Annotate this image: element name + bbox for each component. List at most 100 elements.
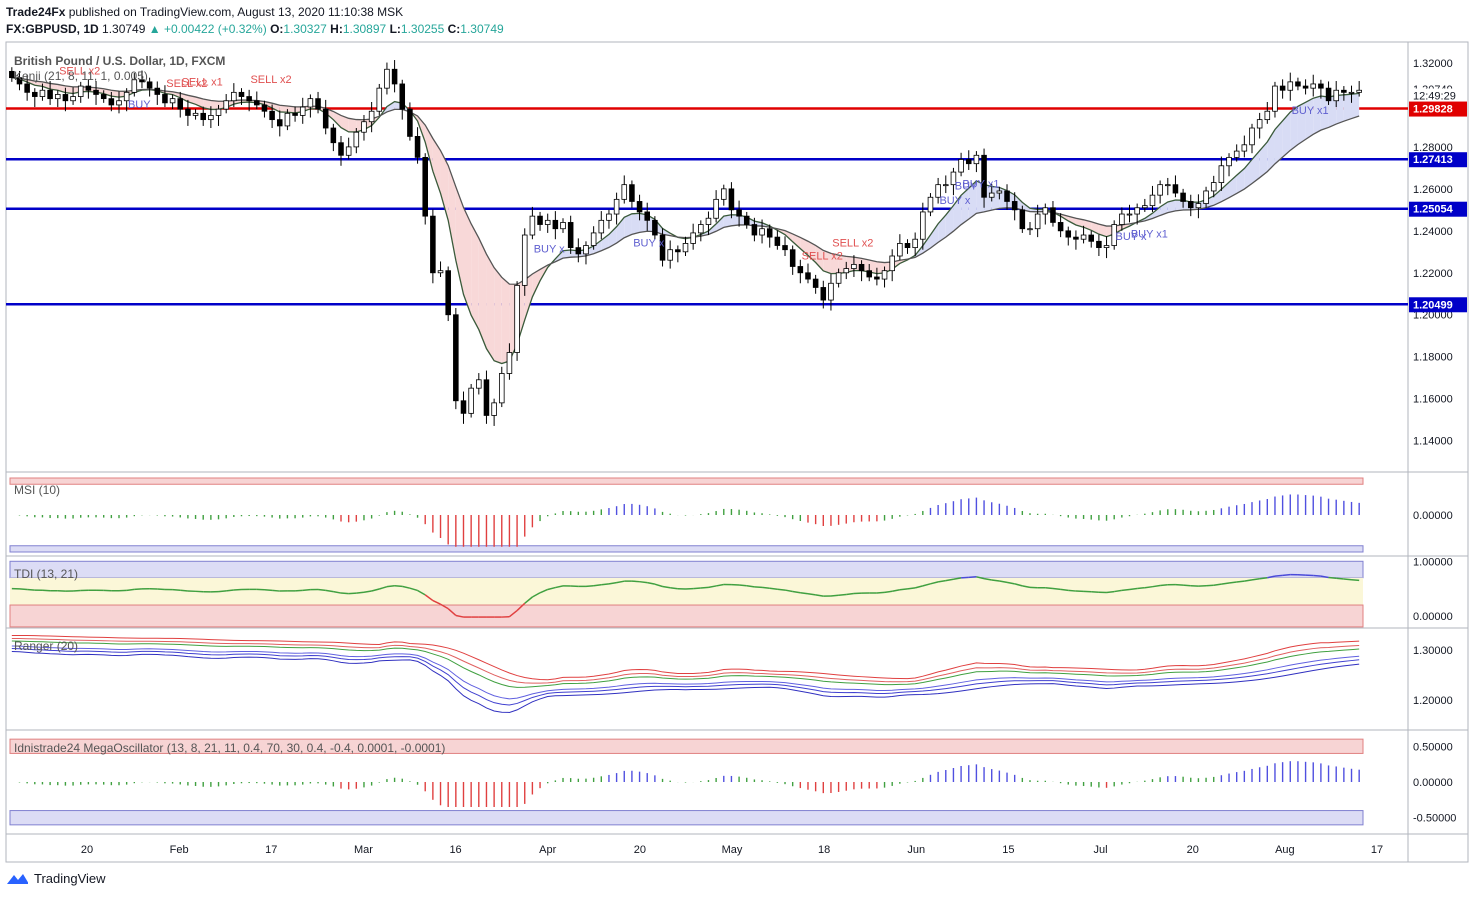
candle-body <box>1142 205 1148 209</box>
candle-body <box>169 98 176 104</box>
candle-body <box>682 243 689 253</box>
candle-body <box>139 79 145 83</box>
kenji-cloud-segment <box>869 260 877 274</box>
candle-body <box>950 171 957 186</box>
tdi-line-segment <box>876 591 885 594</box>
candle-body <box>1356 89 1362 93</box>
candle-body <box>384 68 390 89</box>
candle-body <box>284 112 291 127</box>
kenji-cloud-segment <box>1282 112 1291 158</box>
candle-body <box>108 98 115 106</box>
tdi-line-segment <box>769 587 778 590</box>
tdi-line-segment <box>1144 585 1153 589</box>
candle-body <box>345 146 352 156</box>
candle-body <box>453 314 459 402</box>
tdi-line-segment <box>754 586 763 589</box>
candle-body <box>606 213 612 221</box>
candle-body <box>422 156 428 217</box>
candle-body <box>315 98 321 110</box>
candle-body <box>1287 81 1294 91</box>
kenji-cloud-segment <box>103 88 112 97</box>
kenji-cloud-segment <box>203 99 211 110</box>
candle-body <box>1050 207 1056 223</box>
kenji-cloud-segment <box>593 240 602 254</box>
candle-body <box>1218 165 1225 183</box>
tdi-line-segment <box>1091 591 1099 594</box>
tdi-line-segment <box>784 589 793 593</box>
tdi-line-segment <box>914 585 924 589</box>
kenji-cloud-segment <box>1320 95 1329 131</box>
candle-body <box>1256 119 1263 129</box>
candle-body <box>736 209 742 217</box>
published-text: published on TradingView.com, August 13,… <box>68 5 404 19</box>
candle-body <box>330 127 337 144</box>
tdi-upper-zone <box>9 560 1364 579</box>
publisher-name[interactable]: Trade24Fx <box>6 5 66 19</box>
kenji-cloud-segment <box>1213 189 1222 206</box>
candle-body <box>1310 83 1317 89</box>
candle-body <box>996 190 1003 194</box>
tdi-line-segment <box>761 586 770 589</box>
signal-label: SELL x2 <box>166 78 207 90</box>
candle-body <box>292 112 298 116</box>
candle-body <box>1034 213 1041 230</box>
price-tick-label: 1.16000 <box>1413 394 1453 406</box>
tdi-line-segment <box>846 592 855 596</box>
tdi-line-segment <box>547 586 556 591</box>
candle-body <box>1318 83 1324 89</box>
candle-body <box>820 287 827 301</box>
kenji-cloud-segment <box>448 165 456 261</box>
candle-body <box>759 228 765 236</box>
candle-body <box>797 266 804 274</box>
kenji-cloud-segment <box>1305 98 1314 140</box>
candle-body <box>430 215 436 274</box>
msi-oversold-zone <box>9 545 1364 553</box>
signal-label: BUY x1 <box>1131 229 1168 241</box>
candle-body <box>621 184 628 200</box>
kenji-cloud-segment <box>1328 95 1337 128</box>
tdi-line-segment <box>1114 589 1122 593</box>
kenji-cloud-segment <box>1221 182 1230 202</box>
candle-body <box>1180 192 1186 202</box>
signal-label: SELL x2 <box>250 74 291 86</box>
candle-body <box>858 263 865 272</box>
tdi-line-segment <box>884 590 893 594</box>
time-tick-label: Jul <box>1094 844 1108 856</box>
tdi-line-segment <box>371 588 380 592</box>
symbol-label[interactable]: FX:GBPUSD, 1D <box>6 22 99 36</box>
ranger-band-line <box>11 640 1360 688</box>
candle-body <box>874 276 880 280</box>
candle-body <box>146 81 153 89</box>
tdi-line-segment <box>455 614 464 618</box>
ranger-band-line <box>11 635 1360 681</box>
candle-body <box>743 215 750 225</box>
kenji-cloud-segment <box>800 237 808 256</box>
candle-body <box>1172 184 1179 194</box>
candle-body <box>460 400 467 414</box>
tdi-line-segment <box>800 591 809 595</box>
kenji-cloud-segment <box>432 138 441 194</box>
price-tag-label: 1.20499 <box>1413 299 1453 311</box>
candle-body <box>368 110 375 123</box>
tdi-line-segment <box>1060 588 1069 592</box>
price-tag-box <box>1409 152 1467 168</box>
tdi-line-segment <box>272 589 280 592</box>
footer-brand[interactable]: TradingView <box>34 871 106 886</box>
candle-body <box>812 278 819 288</box>
candle-body <box>361 121 367 133</box>
candle-body <box>1096 240 1102 249</box>
candle-body <box>231 91 237 102</box>
candle-body <box>1065 230 1072 238</box>
tdi-line-segment <box>172 588 181 592</box>
time-tick-label: Mar <box>354 844 373 856</box>
candle-body <box>766 228 773 238</box>
candle-body <box>116 100 122 106</box>
tdi-line-segment <box>815 594 824 597</box>
candle-body <box>529 215 536 236</box>
open-value: 1.30327 <box>283 22 327 36</box>
kenji-cloud-segment <box>471 223 479 330</box>
tradingview-logo-icon[interactable] <box>6 872 28 886</box>
candle-body <box>636 201 643 213</box>
tdi-line-segment <box>922 583 931 587</box>
